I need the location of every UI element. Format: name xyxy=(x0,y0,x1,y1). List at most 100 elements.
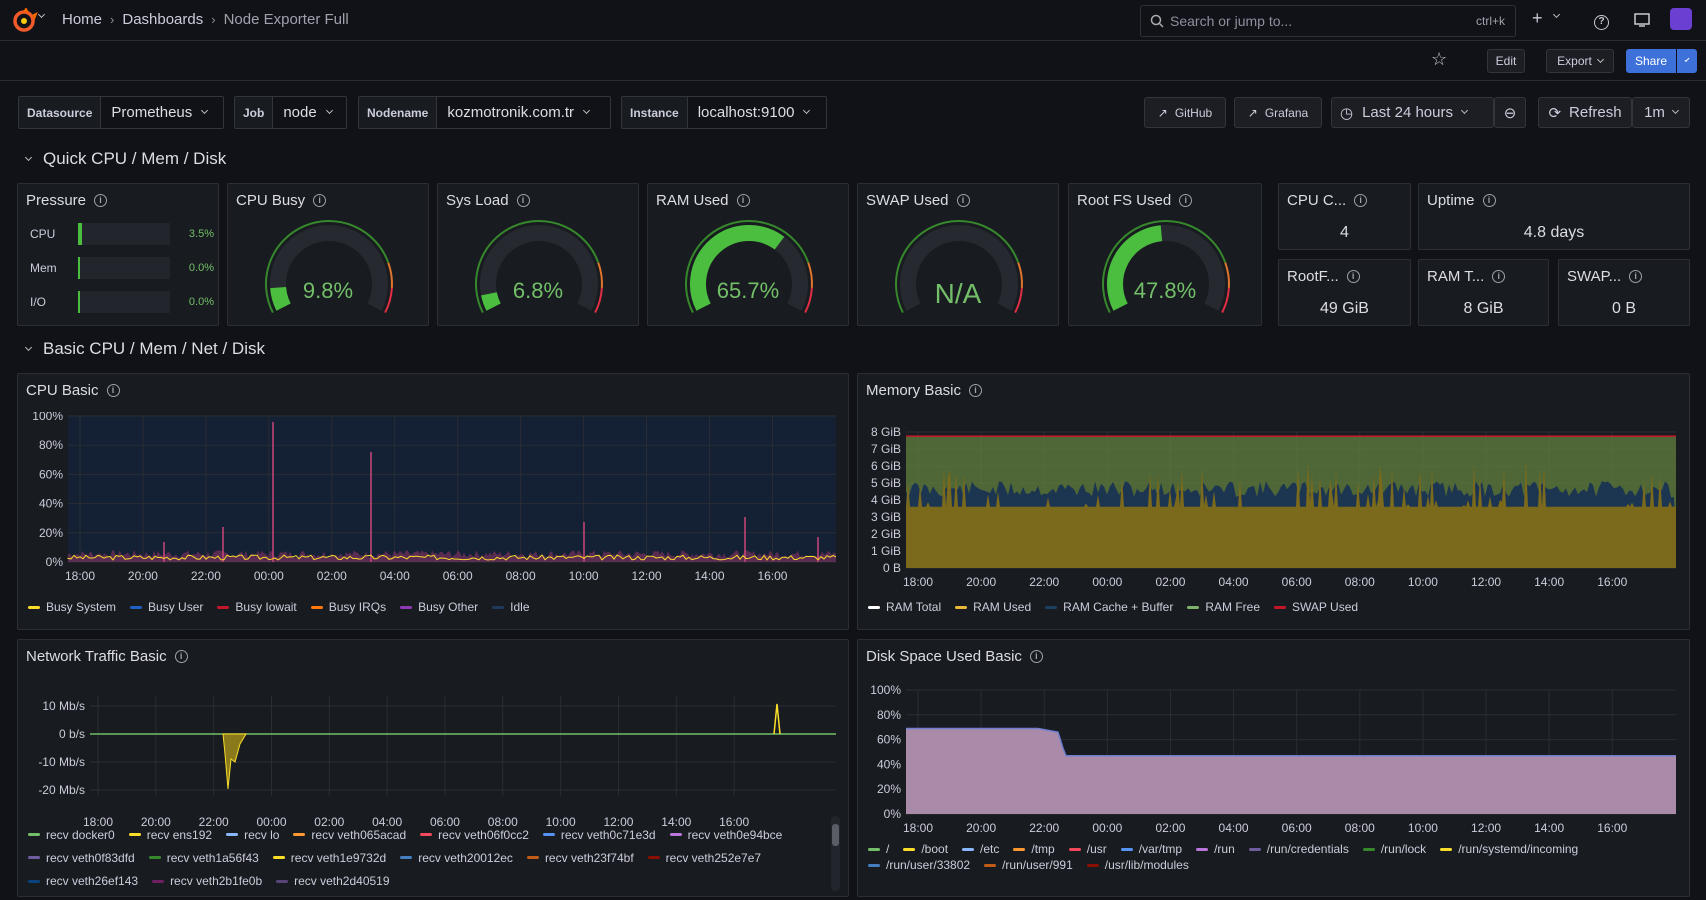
variable-instance[interactable]: Instance localhost:9100 xyxy=(621,96,827,129)
github-link-button[interactable]: ↗ GitHub xyxy=(1144,97,1226,128)
variable-value[interactable]: Prometheus xyxy=(101,104,217,121)
legend-item[interactable]: /run/user/33802 xyxy=(868,858,970,872)
legend-item[interactable]: /run/user/991 xyxy=(984,858,1073,872)
legend-item[interactable]: /etc xyxy=(962,842,999,856)
legend-item[interactable]: recv veth065acad xyxy=(293,824,406,845)
network-basic-chart[interactable]: 10 Mb/s 0 b/s -10 Mb/s -20 Mb/s 18:00 20:00 22… xyxy=(18,678,848,858)
legend-scroll-thumb[interactable] xyxy=(832,824,839,846)
panel-gauge: RAM Used i 65.7% xyxy=(647,183,849,326)
legend-item[interactable]: recv veth252e7e7 xyxy=(647,847,761,868)
info-icon[interactable]: i xyxy=(956,194,970,207)
pressure-value: 0.0% xyxy=(188,262,214,274)
x-tick-label: 12:00 xyxy=(632,569,662,583)
user-avatar[interactable] xyxy=(1670,8,1692,30)
variable-job[interactable]: Job node xyxy=(234,96,347,129)
info-icon[interactable]: i xyxy=(1346,270,1360,283)
variable-nodename[interactable]: Nodename kozmotronik.com.tr xyxy=(358,96,611,129)
logo-chevron-icon[interactable] xyxy=(37,10,46,19)
legend-item[interactable]: recv veth23f74bf xyxy=(526,847,634,868)
share-dropdown-button[interactable] xyxy=(1677,49,1697,73)
panel-title: Network Traffic Basic i xyxy=(26,648,188,665)
star-icon[interactable]: ☆ xyxy=(1431,49,1448,69)
legend-item[interactable]: /usr/lib/modules xyxy=(1086,858,1189,872)
help-icon[interactable]: ? xyxy=(1594,11,1609,30)
breadcrumb-dashboards[interactable]: Dashboards xyxy=(122,11,204,28)
legend-item[interactable]: recv veth0e94bce xyxy=(669,824,782,845)
legend-item[interactable]: Busy IRQs xyxy=(310,600,386,614)
info-icon[interactable]: i xyxy=(1354,194,1368,207)
legend-item[interactable]: /boot xyxy=(903,842,948,856)
edit-button[interactable]: Edit xyxy=(1487,49,1525,73)
add-icon[interactable]: + xyxy=(1532,8,1543,28)
export-button[interactable]: Export xyxy=(1546,49,1614,73)
info-icon[interactable]: i xyxy=(313,194,327,207)
variable-datasource[interactable]: Datasource Prometheus xyxy=(18,96,224,129)
legend-item[interactable]: / xyxy=(868,842,889,856)
legend-item[interactable]: recv veth2b1fe0b xyxy=(152,871,262,892)
info-icon[interactable]: i xyxy=(1492,270,1506,283)
legend-item[interactable]: recv veth20012ec xyxy=(400,847,513,868)
legend-item[interactable]: recv veth06f0cc2 xyxy=(420,824,529,845)
info-icon[interactable]: i xyxy=(94,194,108,207)
info-icon[interactable]: i xyxy=(1482,194,1496,207)
breadcrumb-home[interactable]: Home xyxy=(62,11,103,28)
variable-value[interactable]: node xyxy=(273,104,341,121)
memory-basic-chart[interactable]: 8 GiB 7 GiB 6 GiB 5 GiB 4 GiB 3 GiB 2 GiB 1 GiB… xyxy=(858,412,1689,612)
legend-item[interactable]: recv veth0f83dfd xyxy=(28,847,135,868)
legend-swatch xyxy=(492,605,505,609)
legend-item[interactable]: SWAP Used xyxy=(1274,600,1358,614)
legend-item[interactable]: RAM Free xyxy=(1187,600,1260,614)
legend-item[interactable]: recv lo xyxy=(226,824,279,845)
info-icon[interactable]: i xyxy=(1179,194,1193,207)
time-picker-button[interactable]: ◷ Last 24 hours xyxy=(1331,97,1494,128)
legend-scrollbar[interactable] xyxy=(831,816,840,891)
grafana-logo-icon[interactable] xyxy=(12,8,38,34)
news-icon[interactable] xyxy=(1634,13,1650,27)
legend-item[interactable]: RAM Used xyxy=(955,600,1031,614)
legend-item[interactable]: recv veth0c71e3d xyxy=(542,824,656,845)
cpu-basic-chart[interactable]: 100% 80% 60% 40% 20% 0%18:00 20:00 22:00 00:00 02… xyxy=(18,412,848,612)
row-quick-cpu[interactable]: Quick CPU / Mem / Disk xyxy=(24,149,226,169)
legend-item[interactable]: recv ens192 xyxy=(128,824,212,845)
legend-item[interactable]: RAM Total xyxy=(868,600,941,614)
legend-item[interactable]: Busy Iowait xyxy=(217,600,297,614)
legend-item[interactable]: recv veth26ef143 xyxy=(28,871,138,892)
legend-item[interactable]: /tmp xyxy=(1013,842,1055,856)
legend-item[interactable]: /run/credentials xyxy=(1248,842,1349,856)
disk-basic-chart[interactable]: 100% 80% 60% 40% 20% 0%18:00 20:00 22:00 00:00 02… xyxy=(858,678,1689,878)
legend-item[interactable]: /run xyxy=(1196,842,1235,856)
refresh-interval-button[interactable]: 1m xyxy=(1632,97,1690,128)
row-basic-cpu[interactable]: Basic CPU / Mem / Net / Disk xyxy=(24,339,265,359)
info-icon[interactable]: i xyxy=(106,384,120,397)
x-tick-label: 04:00 xyxy=(372,815,402,829)
legend-item[interactable]: Busy Other xyxy=(400,600,478,614)
x-tick-label: 04:00 xyxy=(1219,821,1249,835)
legend-item[interactable]: recv veth1e9732d xyxy=(272,847,386,868)
legend-item[interactable]: /run/lock xyxy=(1362,842,1426,856)
add-chevron-icon[interactable] xyxy=(1552,10,1561,19)
grafana-link-button[interactable]: ↗ Grafana xyxy=(1234,97,1322,128)
legend-item[interactable]: /var/tmp xyxy=(1120,842,1182,856)
refresh-button[interactable]: ⟳ Refresh xyxy=(1538,97,1632,128)
legend-item[interactable]: recv docker0 xyxy=(28,824,115,845)
gauge-threshold-green xyxy=(685,219,810,314)
legend-item[interactable]: RAM Cache + Buffer xyxy=(1045,600,1173,614)
legend-item[interactable]: /usr xyxy=(1068,842,1107,856)
variable-value[interactable]: kozmotronik.com.tr xyxy=(437,104,599,121)
zoom-out-button[interactable]: ⊖ xyxy=(1494,97,1526,128)
info-icon[interactable]: i xyxy=(516,194,530,207)
legend-item[interactable]: Busy System xyxy=(28,600,116,614)
variable-value[interactable]: localhost:9100 xyxy=(688,104,820,121)
legend-item[interactable]: Busy User xyxy=(130,600,203,614)
share-button[interactable]: Share xyxy=(1626,49,1676,73)
info-icon[interactable]: i xyxy=(969,384,983,397)
info-icon[interactable]: i xyxy=(1629,270,1643,283)
legend-item[interactable]: recv veth2d40519 xyxy=(276,871,390,892)
info-icon[interactable]: i xyxy=(174,650,188,663)
legend-item[interactable]: /run/systemd/incoming xyxy=(1440,842,1578,856)
legend-item[interactable]: recv veth1a56f43 xyxy=(148,847,259,868)
info-icon[interactable]: i xyxy=(1029,650,1043,663)
search-input[interactable]: Search or jump to... ctrl+k xyxy=(1140,5,1516,37)
legend-item[interactable]: Idle xyxy=(492,600,530,614)
info-icon[interactable]: i xyxy=(736,194,750,207)
